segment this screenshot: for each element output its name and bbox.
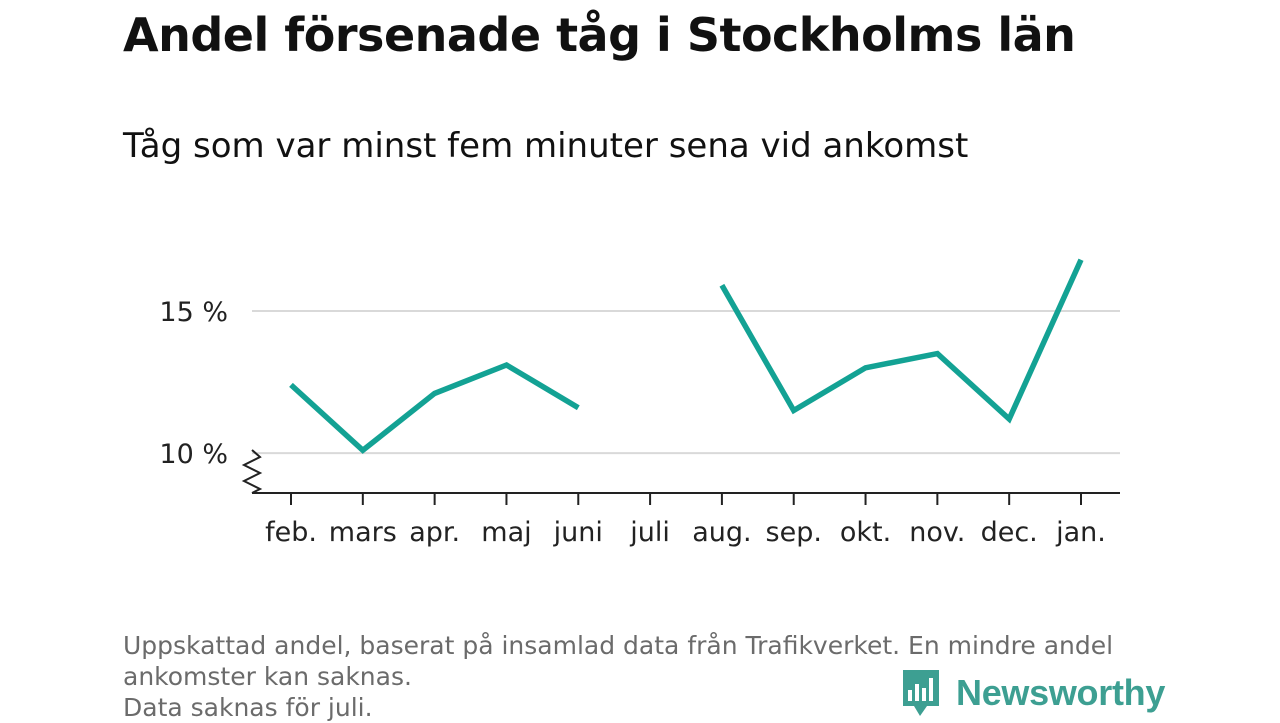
footnote-line-1: Uppskattad andel, baserat på insamlad da… [123, 631, 1114, 660]
x-tick-label: okt. [840, 517, 891, 548]
axis-break-icon [241, 449, 263, 494]
x-tick-label: feb. [265, 517, 317, 548]
y-tick-label: 10 % [159, 439, 228, 470]
footnote-line-3: Data saknas för juli. [123, 693, 373, 722]
chart-title: Andel försenade tåg i Stockholms län [123, 8, 1076, 62]
x-tick-label: mars [329, 517, 397, 548]
x-tick-label: maj [481, 517, 531, 548]
x-tick-label: jan. [1055, 517, 1106, 548]
footnote-line-2: ankomster kan saknas. [123, 662, 412, 691]
x-tick-label: apr. [409, 517, 460, 548]
chart-subtitle: Tåg som var minst fem minuter sena vid a… [123, 126, 969, 166]
newsworthy-logo: Newsworthy [900, 668, 1165, 718]
x-tick-label: sep. [766, 517, 822, 548]
newsworthy-logo-icon [903, 670, 939, 716]
series-line [719, 258, 1084, 424]
series-line [289, 361, 580, 454]
x-tick-label: aug. [692, 517, 751, 548]
x-tick-label: dec. [981, 517, 1038, 548]
brand-name: Newsworthy [956, 672, 1166, 713]
line-chart: feb. mars apr. maj juni juli aug. sep. okt. nov. d… [159, 258, 1120, 548]
x-tick-label: juli [629, 517, 670, 548]
x-tick-label: nov. [909, 517, 965, 548]
footnote: Uppskattad andel, baserat på insamlad da… [123, 630, 1113, 723]
y-tick-label: 15 % [159, 297, 228, 328]
x-tick-label: juni [553, 517, 603, 548]
